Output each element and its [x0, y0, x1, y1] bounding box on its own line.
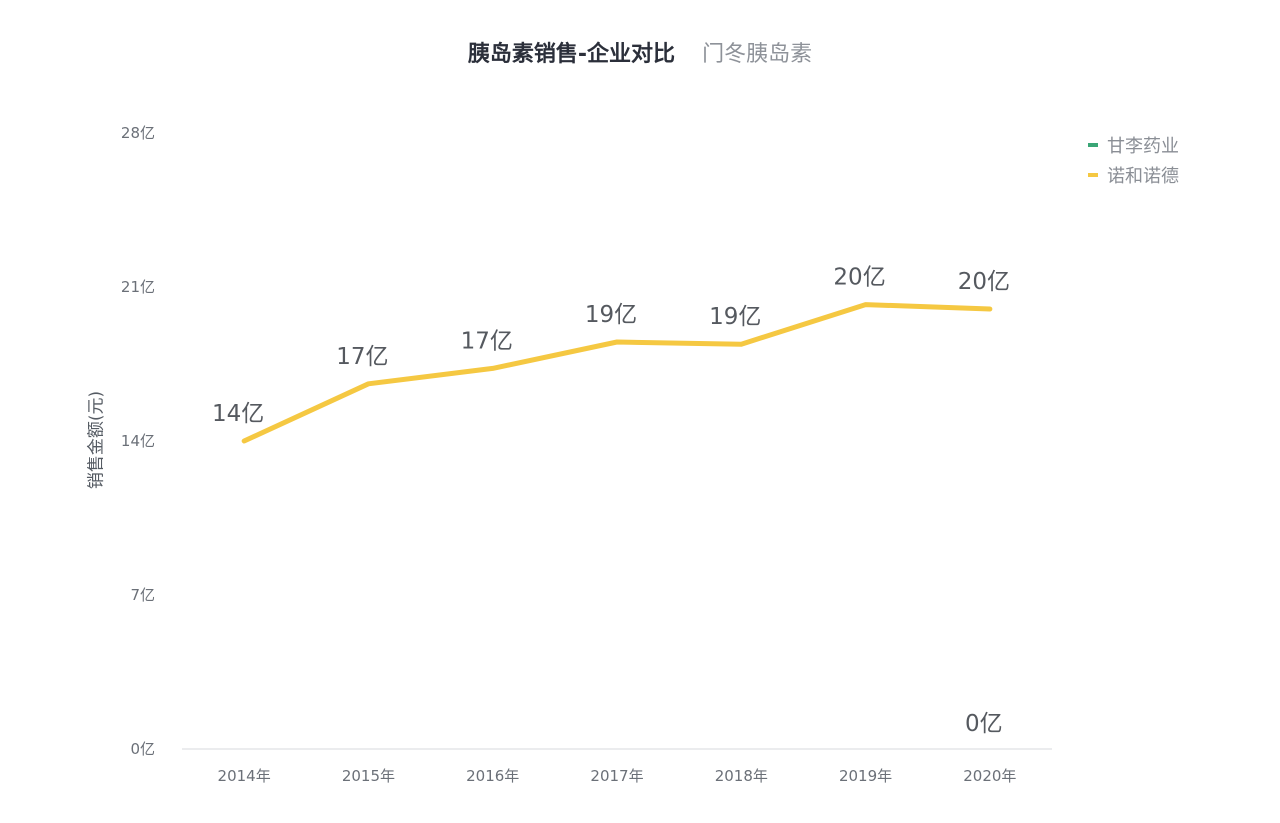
- series-line-1: [241, 302, 993, 444]
- y-tick-label: 7亿: [130, 586, 155, 604]
- x-tick-label: 2014年: [218, 767, 271, 785]
- data-label: 17亿: [336, 344, 388, 370]
- legend-label-novo: 诺和诺德: [1107, 166, 1179, 187]
- x-tick-label: 2016年: [466, 767, 519, 785]
- legend-swatch-ganli: [1088, 143, 1098, 147]
- data-label: 19亿: [709, 304, 761, 330]
- legend-item-ganli[interactable]: 甘李药业: [1088, 130, 1179, 160]
- y-tick-label: 21亿: [121, 278, 155, 296]
- chart-title: 胰岛素销售-企业对比: [467, 42, 676, 67]
- y-tick-label: 0亿: [130, 740, 155, 758]
- data-label: 19亿: [585, 302, 637, 328]
- x-tick-label: 2015年: [342, 767, 395, 785]
- legend-label-ganli: 甘李药业: [1107, 136, 1179, 157]
- data-label: 20亿: [833, 265, 885, 291]
- x-tick-label: 2018年: [715, 767, 768, 785]
- y-tick-label: 28亿: [121, 124, 155, 142]
- data-label: 0亿: [965, 711, 1003, 737]
- legend-swatch-novo: [1088, 173, 1098, 177]
- data-label: 20亿: [958, 269, 1010, 295]
- x-tick-label: 2017年: [590, 767, 643, 785]
- chart-title-row: 胰岛素销售-企业对比 门冬胰岛素: [0, 36, 1280, 68]
- x-tick-label: 2019年: [839, 767, 892, 785]
- legend: 甘李药业 诺和诺德: [1088, 130, 1179, 190]
- legend-item-novo[interactable]: 诺和诺德: [1088, 160, 1179, 190]
- data-label: 17亿: [461, 328, 513, 354]
- data-label: 14亿: [212, 401, 264, 427]
- chart-subtitle: 门冬胰岛素: [702, 42, 813, 67]
- x-tick-label: 2020年: [963, 767, 1016, 785]
- y-tick-label: 14亿: [121, 432, 155, 450]
